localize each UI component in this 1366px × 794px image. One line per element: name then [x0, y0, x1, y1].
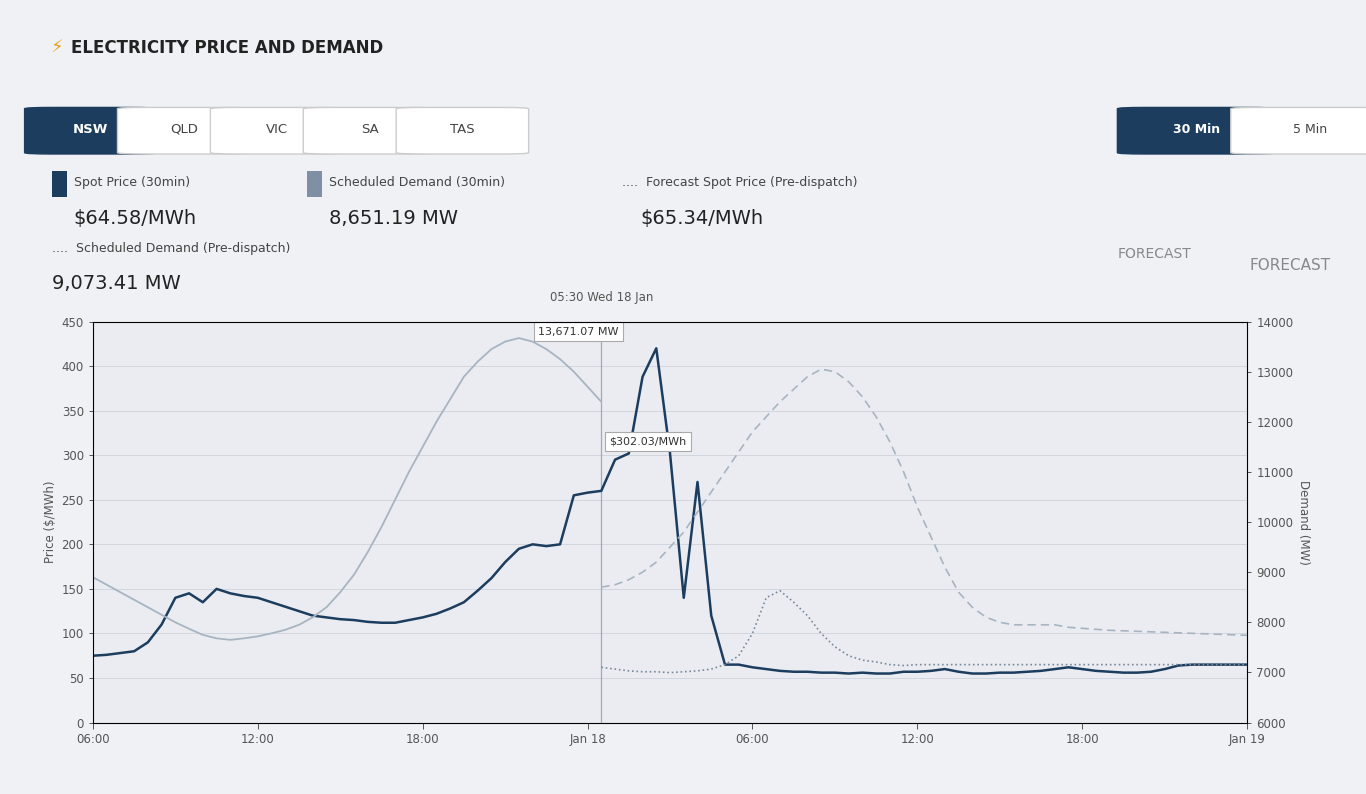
Text: 05:30 Wed 18 Jan: 05:30 Wed 18 Jan — [549, 291, 653, 303]
Text: NSW: NSW — [74, 122, 108, 136]
FancyBboxPatch shape — [1117, 107, 1276, 154]
FancyBboxPatch shape — [210, 107, 343, 154]
Bar — [52, 172, 67, 197]
FancyBboxPatch shape — [1231, 107, 1366, 154]
Text: Scheduled Demand (30min): Scheduled Demand (30min) — [329, 175, 505, 188]
Text: SA: SA — [361, 122, 378, 136]
Bar — [307, 172, 322, 197]
Text: QLD: QLD — [169, 122, 198, 136]
Text: 5 Min: 5 Min — [1294, 122, 1326, 136]
Text: ....  Scheduled Demand (Pre-dispatch): .... Scheduled Demand (Pre-dispatch) — [52, 241, 291, 255]
Text: ELECTRICITY PRICE AND DEMAND: ELECTRICITY PRICE AND DEMAND — [71, 39, 384, 56]
Text: ⚡: ⚡ — [51, 39, 63, 56]
Text: 8,651.19 MW: 8,651.19 MW — [329, 209, 458, 228]
Text: 30 Min: 30 Min — [1173, 122, 1220, 136]
Text: 13,671.07 MW: 13,671.07 MW — [538, 327, 619, 337]
Y-axis label: Demand (MW): Demand (MW) — [1298, 480, 1310, 565]
FancyBboxPatch shape — [396, 107, 529, 154]
Text: 9,073.41 MW: 9,073.41 MW — [52, 274, 180, 293]
Y-axis label: Price ($/MWh): Price ($/MWh) — [45, 481, 57, 563]
Text: Spot Price (30min): Spot Price (30min) — [74, 175, 190, 188]
FancyBboxPatch shape — [117, 107, 250, 154]
Text: $64.58/MWh: $64.58/MWh — [74, 209, 197, 228]
Text: VIC: VIC — [265, 122, 288, 136]
Text: ....  Forecast Spot Price (Pre-dispatch): .... Forecast Spot Price (Pre-dispatch) — [622, 175, 856, 188]
Text: $302.03/MWh: $302.03/MWh — [609, 437, 687, 446]
Text: FORECAST: FORECAST — [1250, 259, 1330, 273]
Text: $65.34/MWh: $65.34/MWh — [641, 209, 764, 228]
Text: TAS: TAS — [449, 122, 475, 136]
FancyBboxPatch shape — [25, 107, 157, 154]
FancyBboxPatch shape — [303, 107, 436, 154]
Text: FORECAST: FORECAST — [1117, 248, 1191, 261]
